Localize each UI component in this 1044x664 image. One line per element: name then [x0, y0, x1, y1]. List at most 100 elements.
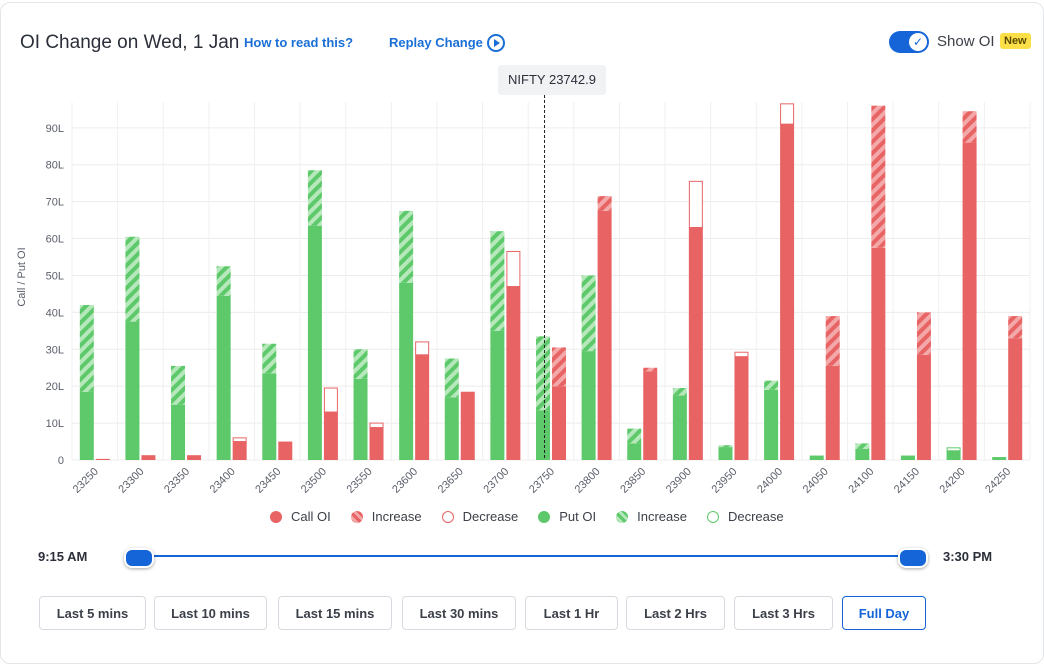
- call-oi-bar: [643, 371, 658, 460]
- call-oi-bar: [552, 386, 566, 460]
- call-oi-increase-segment: [643, 367, 658, 372]
- put-oi-bar: [809, 455, 824, 460]
- call-oi-increase-segment: [916, 312, 931, 355]
- put-oi-increase-segment: [216, 266, 231, 296]
- x-tick-label: 23400: [208, 466, 238, 496]
- call-oi-decrease-segment: [780, 103, 795, 125]
- legend-swatch-put-solid: [538, 510, 551, 523]
- call-oi-increase-segment: [871, 105, 886, 248]
- x-tick-label: 23300: [116, 466, 146, 496]
- put-oi-bar: [627, 443, 642, 460]
- call-oi-bar: [187, 455, 202, 460]
- x-tick-label: 23850: [618, 466, 648, 496]
- put-oi-bar: [946, 450, 961, 460]
- put-oi-bar: [262, 373, 277, 460]
- chart-legend: Call OI Increase Decrease Put OI Increase Dec…: [270, 509, 804, 524]
- put-oi-increase-segment: [490, 231, 505, 331]
- y-tick-label: 90L: [46, 123, 64, 135]
- legend-label: Call OI: [291, 509, 331, 524]
- call-oi-bar: [460, 391, 475, 460]
- call-oi-decrease-segment: [415, 341, 430, 356]
- oi-bar-chart: 0 10L 20L 30L 40L 50L 60L 70L 80L 90L 23250 23300 2…: [16, 95, 1031, 496]
- x-tick-label: 23800: [573, 466, 603, 496]
- time-range-button[interactable]: Last 10 mins: [154, 596, 267, 630]
- call-oi-bar: [916, 354, 931, 460]
- legend-swatch-put-decrease: [706, 510, 719, 523]
- y-tick-label: 0: [58, 455, 64, 467]
- put-oi-decrease-segment: [946, 447, 961, 452]
- call-oi-bar: [780, 124, 795, 460]
- put-oi-increase-segment: [581, 275, 596, 352]
- x-tick-label: 24000: [755, 466, 785, 496]
- call-oi-bar: [825, 365, 840, 460]
- call-oi-bar: [1008, 338, 1023, 460]
- put-oi-bar: [353, 378, 368, 460]
- call-oi-increase-segment: [552, 347, 566, 387]
- put-oi-bar: [79, 391, 94, 460]
- x-tick-label: 24200: [938, 466, 968, 496]
- legend-item-call-decrease: Decrease: [441, 509, 518, 524]
- call-oi-bar: [871, 247, 886, 460]
- call-oi-increase-segment: [1008, 316, 1023, 339]
- time-slider-track[interactable]: [138, 555, 913, 557]
- call-oi-bar: [141, 455, 156, 460]
- legend-swatch-call-solid: [270, 510, 282, 523]
- put-oi-bar: [216, 295, 231, 460]
- put-oi-increase-segment: [79, 304, 94, 392]
- call-oi-bar: [278, 441, 293, 460]
- legend-item-call-solid: Call OI: [270, 509, 331, 524]
- y-tick-label: 60L: [46, 234, 64, 246]
- x-tick-label: 24150: [892, 466, 922, 496]
- x-tick-label: 23600: [390, 466, 420, 496]
- show-oi-toggle[interactable]: ✓: [889, 31, 929, 53]
- slider-end-handle[interactable]: [898, 548, 928, 568]
- y-tick-label: 40L: [46, 307, 64, 319]
- call-oi-bar: [415, 354, 430, 460]
- time-range-button[interactable]: Last 2 Hrs: [626, 596, 725, 630]
- time-range-button[interactable]: Last 30 mins: [402, 596, 516, 630]
- how-to-read-link[interactable]: How to read this?: [244, 35, 354, 50]
- legend-item-put-solid: Put OI: [538, 509, 596, 524]
- legend-item-put-increase: Increase: [616, 509, 687, 524]
- put-oi-bar: [171, 404, 186, 460]
- x-tick-label: 23650: [436, 466, 466, 496]
- put-oi-bar: [399, 282, 414, 460]
- call-oi-bar: [369, 427, 384, 460]
- time-range-button[interactable]: Last 3 Hrs: [734, 596, 833, 630]
- call-oi-decrease-segment: [369, 422, 384, 429]
- call-oi-decrease-segment: [323, 387, 338, 413]
- call-oi-bar: [323, 412, 338, 460]
- legend-label: Put OI: [559, 509, 597, 524]
- slider-start-handle[interactable]: [124, 548, 154, 568]
- check-icon: ✓: [909, 33, 927, 51]
- time-range-button[interactable]: Last 5 mins: [39, 596, 146, 630]
- put-oi-increase-segment: [718, 445, 733, 448]
- call-oi-bar: [232, 441, 247, 460]
- put-oi-bar: [855, 448, 870, 460]
- time-range-button[interactable]: Full Day: [842, 596, 926, 630]
- x-tick-label: 24050: [801, 466, 831, 496]
- replay-change-link[interactable]: Replay Change: [389, 35, 483, 50]
- y-tick-label: 20L: [46, 381, 64, 393]
- put-oi-bar: [581, 351, 596, 460]
- put-oi-increase-segment: [171, 365, 186, 405]
- put-oi-bar: [764, 389, 779, 460]
- y-tick-label: 10L: [46, 418, 64, 430]
- put-oi-bar: [490, 330, 505, 460]
- nifty-spot-tooltip: NIFTY 23742.9: [498, 65, 606, 95]
- x-tick-label: 23350: [162, 466, 192, 496]
- call-oi-bar: [962, 142, 977, 460]
- put-oi-increase-segment: [307, 170, 322, 226]
- legend-item-call-increase: Increase: [350, 509, 422, 524]
- y-tick-label: 50L: [46, 270, 64, 282]
- time-range-button[interactable]: Last 1 Hr: [525, 596, 618, 630]
- call-oi-increase-segment: [962, 111, 977, 143]
- put-oi-increase-segment: [444, 358, 459, 398]
- x-tick-label: 23700: [481, 466, 511, 496]
- play-circle-icon[interactable]: [487, 34, 505, 52]
- put-oi-increase-segment: [262, 343, 277, 374]
- x-tick-label: 23450: [253, 466, 283, 496]
- time-range-button[interactable]: Last 15 mins: [278, 596, 392, 630]
- put-oi-bar: [718, 447, 733, 460]
